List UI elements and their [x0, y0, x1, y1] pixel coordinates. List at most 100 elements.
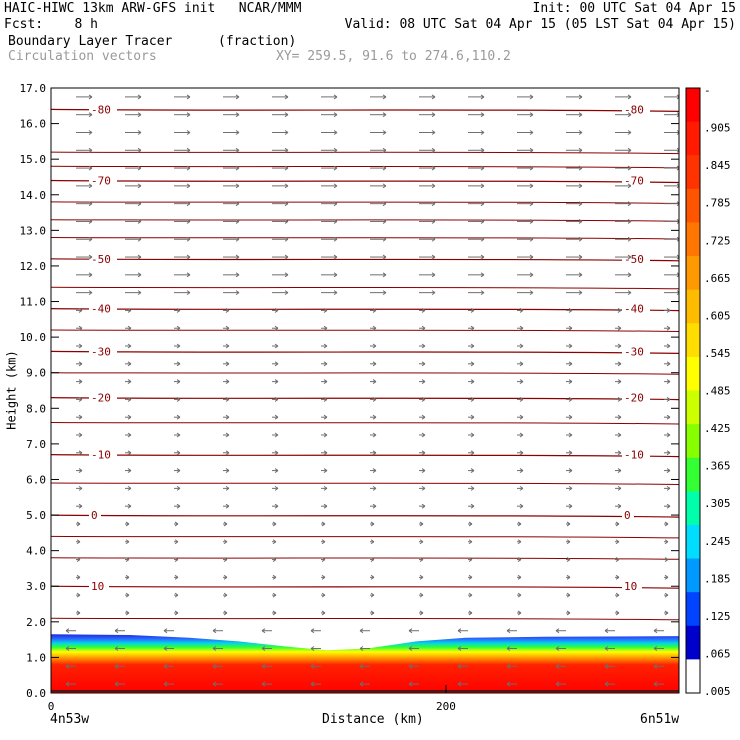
- vector-head: [78, 361, 83, 367]
- contour-label-bg: [89, 509, 101, 522]
- vector-head: [78, 503, 83, 509]
- vector-head: [225, 308, 230, 313]
- vector-head: [186, 183, 191, 189]
- temperature-contour: [51, 535, 679, 539]
- vector-head: [223, 557, 228, 562]
- vector-head: [519, 361, 524, 367]
- vector-head: [88, 254, 93, 260]
- vector-head: [235, 236, 240, 242]
- colorbar-label: .605: [704, 309, 731, 322]
- vector-head: [519, 325, 524, 331]
- temperature-contour: [51, 108, 679, 112]
- vector-head: [321, 574, 326, 580]
- vector-head: [421, 485, 426, 491]
- vector-head: [284, 183, 289, 189]
- vector-head: [529, 112, 534, 118]
- vector-head: [76, 521, 81, 527]
- vector-head: [431, 219, 436, 224]
- vector-head: [627, 94, 632, 100]
- vector-head: [480, 165, 485, 171]
- vector-head: [176, 450, 181, 456]
- vector-head: [225, 432, 230, 438]
- vector-head: [419, 610, 424, 616]
- vector-head: [519, 308, 524, 313]
- vector-head: [137, 183, 142, 189]
- y-tick-label: 14.0: [20, 189, 47, 202]
- vector-head: [174, 610, 179, 616]
- vector-head: [65, 646, 70, 651]
- vector-head: [321, 539, 326, 545]
- vector-head: [555, 628, 560, 634]
- vector-head: [370, 592, 375, 598]
- vector-head: [163, 663, 168, 669]
- vector-head: [284, 130, 289, 135]
- vector-head: [176, 343, 181, 349]
- vector-head: [627, 112, 632, 118]
- vector-head: [284, 254, 289, 260]
- vector-head: [517, 574, 522, 580]
- vector-head: [431, 236, 436, 242]
- y-tick-label: 3.0: [26, 580, 46, 593]
- vector-head: [372, 396, 377, 402]
- vector-head: [176, 414, 181, 420]
- vector-head: [666, 308, 671, 313]
- colorbar-label: .005: [704, 685, 731, 698]
- vector-head: [223, 592, 228, 598]
- vector-head: [568, 308, 573, 313]
- x-tick-label: 200: [436, 700, 456, 713]
- vector-head: [517, 557, 522, 562]
- vector-head: [604, 646, 609, 651]
- vector-head: [186, 94, 191, 100]
- vector-head: [419, 574, 424, 580]
- vector-head: [568, 485, 573, 491]
- vector-head: [664, 610, 669, 616]
- y-tick-label: 10.0: [20, 331, 47, 344]
- vector-head: [88, 272, 93, 278]
- vector-head: [519, 503, 524, 509]
- vector-head: [372, 361, 377, 367]
- vector-head: [408, 663, 413, 669]
- vector-head: [88, 112, 93, 118]
- colorbar-label: .425: [704, 422, 731, 435]
- vector-head: [568, 468, 573, 473]
- vector-head: [88, 201, 93, 207]
- vector-head: [272, 539, 277, 545]
- vector-head: [88, 147, 93, 153]
- vector-head: [457, 646, 462, 651]
- vector-head: [127, 503, 132, 509]
- vector-head: [127, 468, 132, 473]
- vector-head: [127, 396, 132, 402]
- vector-head: [261, 646, 266, 651]
- contour-label-bg: [622, 103, 650, 116]
- vector-head: [421, 361, 426, 367]
- contour-label-bg: [622, 174, 650, 187]
- y-tick-label: 4.0: [26, 545, 46, 558]
- colorbar-cell: [686, 222, 700, 257]
- vector-head: [225, 485, 230, 491]
- vector-head: [664, 574, 669, 580]
- y-tick-label: 13.0: [20, 224, 47, 237]
- vector-head: [506, 663, 511, 669]
- contour-label-bg: [622, 580, 642, 593]
- contour-label: -50: [91, 253, 111, 266]
- vector-head: [372, 379, 377, 385]
- vector-head: [186, 236, 191, 242]
- colorbar-cell: [686, 524, 700, 560]
- vector-head: [568, 396, 573, 402]
- contour-label-bg: [622, 509, 634, 522]
- vector-head: [78, 450, 83, 456]
- vector-head: [627, 183, 632, 189]
- vector-head: [578, 236, 583, 242]
- vector-head: [578, 272, 583, 278]
- vector-head: [235, 201, 240, 207]
- vector-head: [617, 379, 622, 385]
- vector-head: [127, 450, 132, 456]
- vector-head: [457, 663, 462, 669]
- vector-head: [235, 165, 240, 171]
- contour-label-bg: [89, 252, 117, 265]
- vector-head: [421, 325, 426, 331]
- vector-head: [519, 379, 524, 385]
- vector-head: [323, 450, 328, 456]
- vector-head: [274, 361, 279, 367]
- vector-head: [382, 165, 387, 171]
